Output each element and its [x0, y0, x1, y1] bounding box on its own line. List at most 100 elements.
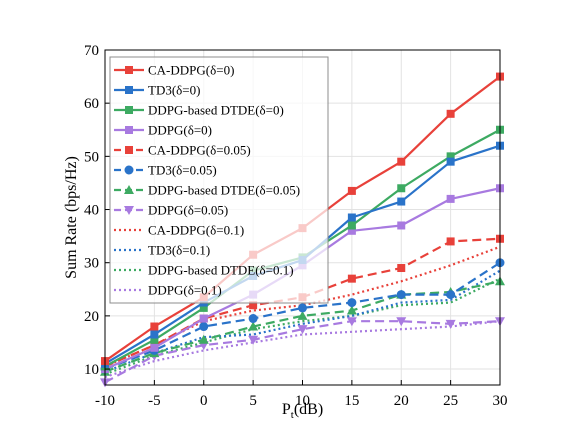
- square-marker: [446, 237, 455, 246]
- square-marker: [347, 221, 356, 230]
- legend-box: [109, 56, 329, 304]
- circle-marker: [248, 314, 258, 324]
- x-tick-label: 20: [394, 393, 409, 409]
- square-marker: [125, 66, 133, 74]
- circle-marker: [396, 290, 406, 300]
- square-marker: [347, 226, 356, 235]
- legend-label: DDPG(δ=0): [148, 123, 212, 138]
- square-marker: [150, 343, 159, 352]
- axes-layer: -10 -5 0 5 10 15 20 25 30 10 20 30 40 50 60 70: [84, 43, 508, 409]
- triangle-down-marker: [297, 325, 308, 335]
- x-tick-label: -10: [95, 393, 115, 409]
- x-tick-label: 10: [295, 393, 310, 409]
- square-marker: [446, 152, 455, 161]
- square-marker: [125, 86, 133, 94]
- series-line: [104, 261, 501, 371]
- legend-label: DDPG(δ=0.1): [148, 283, 222, 298]
- series-line: [104, 277, 501, 376]
- x-tick-label: 25: [443, 393, 458, 409]
- square-marker: [150, 330, 159, 339]
- legend-item: DDPG(δ=0): [114, 123, 212, 138]
- legend-item: DDPG-based DTDE(δ=0.1): [114, 263, 294, 278]
- legend-label: CA-DDPG(δ=0.05): [148, 143, 251, 158]
- triangle-marker: [124, 185, 134, 194]
- square-marker: [397, 157, 406, 166]
- x-axis-title-subscript: t: [291, 409, 294, 421]
- square-marker: [249, 301, 258, 310]
- square-marker: [397, 264, 406, 273]
- legend-label: DDPG-based DTDE(δ=0.1): [148, 263, 294, 278]
- square-marker: [125, 106, 133, 114]
- x-tick-label: 15: [344, 393, 359, 409]
- legend-item: CA-DDPG(δ=0.05): [114, 143, 251, 158]
- x-axis-title: Pt(dB): [282, 401, 323, 421]
- legend-label: DDPG-based DTDE(δ=0.05): [148, 183, 300, 198]
- y-tick-label: 20: [84, 309, 99, 325]
- circle-marker: [124, 165, 134, 175]
- square-marker: [446, 109, 455, 118]
- x-tick-label: 5: [249, 393, 257, 409]
- triangle-down-marker: [124, 206, 134, 215]
- legend-item: CA-DDPG(δ=0.1): [114, 223, 244, 238]
- square-marker: [150, 335, 159, 344]
- y-tick-label: 40: [84, 203, 99, 219]
- legend-label: CA-DDPG(δ=0): [148, 63, 234, 78]
- y-tick-label: 30: [84, 256, 99, 272]
- legend-label: DDPG-based DTDE(δ=0): [148, 103, 284, 118]
- x-axis-title-main: P: [282, 401, 291, 418]
- square-marker: [150, 322, 159, 331]
- triangle-marker: [346, 305, 357, 315]
- triangle-marker: [297, 310, 308, 320]
- y-tick-label: 50: [84, 149, 99, 165]
- legend-label: TD3(δ=0): [148, 83, 200, 98]
- x-tick-label: 0: [200, 393, 208, 409]
- square-marker: [397, 221, 406, 230]
- legend-item: DDPG-based DTDE(δ=0): [114, 103, 284, 118]
- square-marker: [199, 314, 208, 323]
- triangle-down-marker: [248, 335, 259, 345]
- square-marker: [347, 213, 356, 222]
- triangle-down-marker: [346, 317, 357, 327]
- triangle-marker: [198, 334, 209, 344]
- circle-marker: [446, 290, 456, 300]
- legend-item: TD3(δ=0.05): [114, 163, 217, 178]
- square-marker: [446, 194, 455, 203]
- legend-item: DDPG(δ=0.05): [114, 203, 228, 218]
- legend-label: TD3(δ=0.1): [148, 243, 210, 258]
- series-line: [104, 320, 501, 384]
- legend-label: TD3(δ=0.05): [148, 163, 217, 178]
- series-line: [104, 280, 501, 373]
- y-axis-title: Sum Rate (bps/Hz): [63, 156, 80, 279]
- square-marker: [397, 197, 406, 206]
- square-marker: [347, 186, 356, 195]
- triangle-marker: [248, 321, 259, 331]
- circle-marker: [199, 322, 209, 332]
- legend-item: TD3(δ=0.1): [114, 243, 210, 258]
- series-11: [104, 277, 501, 376]
- legend-item: CA-DDPG(δ=0): [114, 63, 234, 78]
- x-tick-label: -5: [148, 393, 161, 409]
- square-marker: [397, 184, 406, 193]
- triangle-down-marker: [396, 317, 407, 327]
- x-axis-title-unit: (dB): [294, 401, 323, 418]
- legend-item: DDPG-based DTDE(δ=0.05): [114, 183, 300, 198]
- legend-label: CA-DDPG(δ=0.1): [148, 223, 244, 238]
- series-9: [104, 245, 501, 368]
- square-marker: [347, 274, 356, 283]
- y-tick-label: 60: [84, 96, 99, 112]
- x-tick-label: 30: [493, 393, 508, 409]
- triangle-down-marker: [445, 319, 456, 329]
- square-marker: [199, 303, 208, 312]
- legend: CA-DDPG(δ=0) TD3(δ=0) DDPG-based DTDE(δ=0)…: [109, 56, 329, 304]
- square-marker: [125, 146, 133, 154]
- square-marker: [446, 157, 455, 166]
- square-marker: [125, 126, 133, 134]
- legend-label: DDPG(δ=0.05): [148, 203, 228, 218]
- y-tick-label: 10: [84, 362, 99, 378]
- series-line: [104, 245, 501, 368]
- legend-item: DDPG(δ=0.1): [114, 283, 222, 298]
- y-tick-label: 70: [84, 43, 99, 59]
- circle-marker: [347, 298, 357, 308]
- legend-item: TD3(δ=0): [114, 83, 200, 98]
